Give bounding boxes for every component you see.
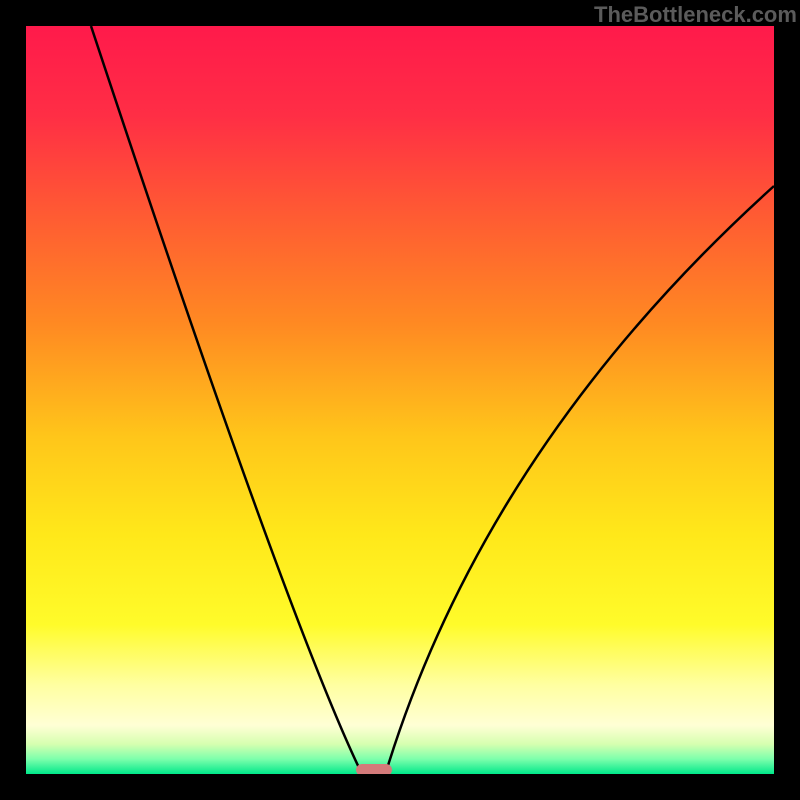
optimum-marker xyxy=(26,26,774,774)
watermark-text: TheBottleneck.com xyxy=(594,2,797,28)
frame-left xyxy=(0,0,26,800)
chart-container: TheBottleneck.com xyxy=(0,0,800,800)
frame-right xyxy=(774,0,800,800)
plot-area xyxy=(26,26,774,774)
frame-bottom xyxy=(0,774,800,800)
